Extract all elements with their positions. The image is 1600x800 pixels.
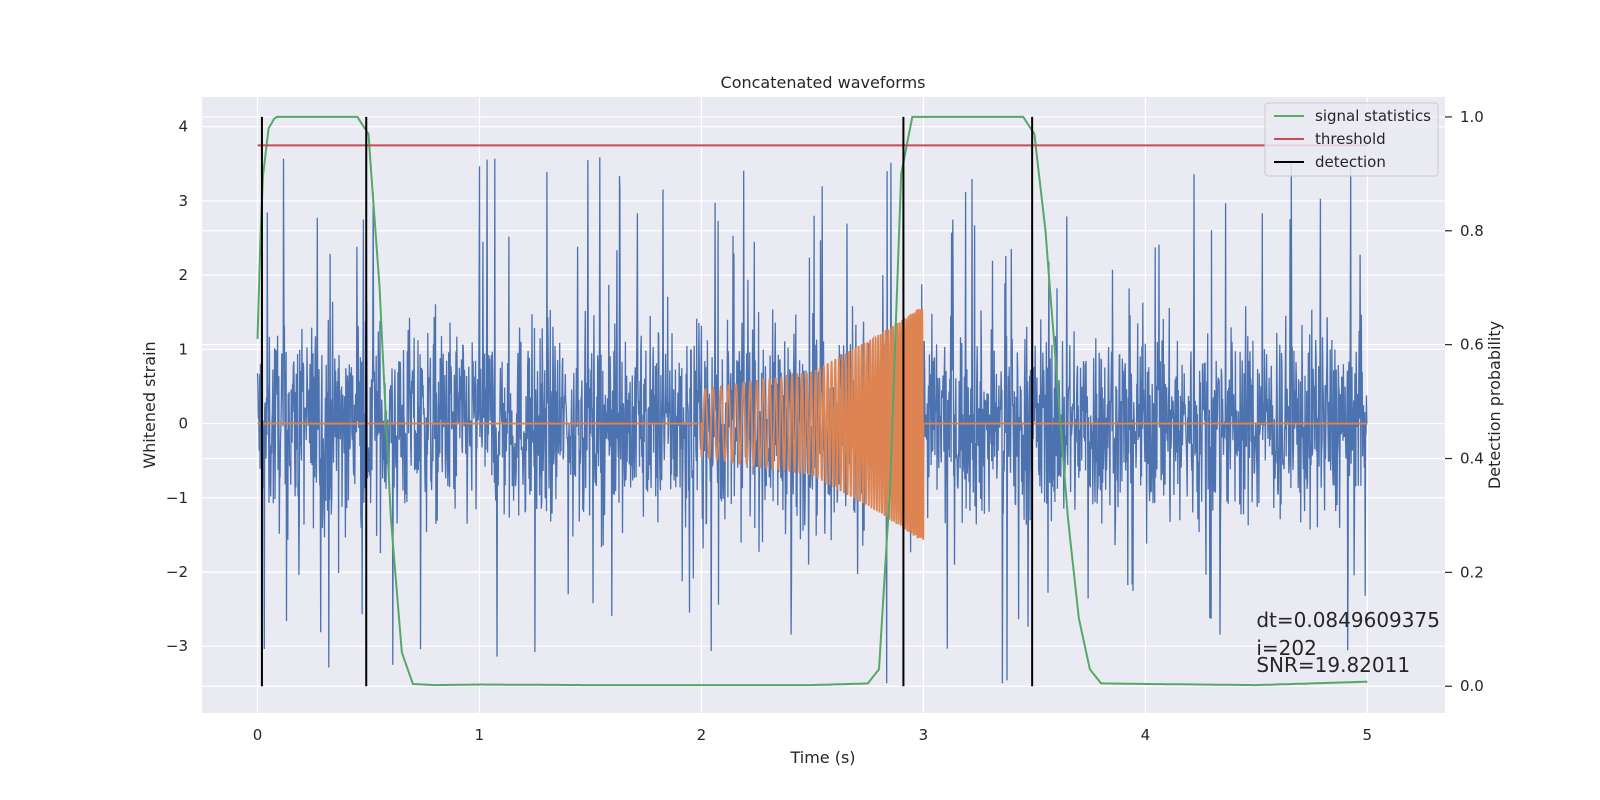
annotation-text: i=202 [1256,636,1317,660]
y-tick-label: −3 [166,637,188,655]
y-tick-label: 3 [178,192,188,210]
y-tick-label: −2 [166,563,188,581]
legend-box [1264,102,1439,177]
x-tick-label: 3 [919,726,929,744]
annotation-text: SNR=19.82011 [1256,653,1410,677]
x-tick-label: 4 [1141,726,1151,744]
y-axis-right: 0.0 0.2 0.4 0.6 0.8 1.0 [1445,108,1484,695]
series-chirp [257,308,1368,540]
x-axis-label: Time (s) [789,748,855,767]
x-tick-label: 1 [475,726,485,744]
y-axis-left: −3 −2 −1 0 1 2 3 4 [166,118,188,656]
y2-tick-label: 0.0 [1460,677,1484,695]
y2-axis-label: Detection probability [1485,321,1504,489]
series-noise [256,157,1368,684]
y-tick-label: 0 [178,415,188,433]
chart-title: Concatenated waveforms [721,73,926,92]
y2-tick-label: 0.4 [1460,450,1484,468]
x-tick-label: 5 [1363,726,1373,744]
y-axis-label: Whitened strain [140,341,159,468]
y-tick-label: 1 [178,340,188,358]
plot-content [256,115,1368,687]
annotation-text: dt=0.0849609375 [1256,608,1440,632]
legend-label: threshold [1315,130,1386,148]
y2-tick-label: 1.0 [1460,108,1484,126]
x-tick-label: 0 [253,726,263,744]
y2-tick-label: 0.6 [1460,336,1484,354]
y-tick-label: 4 [178,118,188,136]
y-tick-label: 2 [178,266,188,284]
legend: signal statistics threshold detection [1264,102,1439,177]
y-tick-label: −1 [166,489,188,507]
x-tick-label: 2 [697,726,707,744]
legend-label: detection [1315,153,1386,171]
y2-tick-label: 0.8 [1460,222,1484,240]
y2-tick-label: 0.2 [1460,563,1484,581]
x-axis: 0 1 2 3 4 5 [253,726,1372,744]
series-signal-statistics [256,115,1368,687]
legend-label: signal statistics [1315,107,1431,125]
